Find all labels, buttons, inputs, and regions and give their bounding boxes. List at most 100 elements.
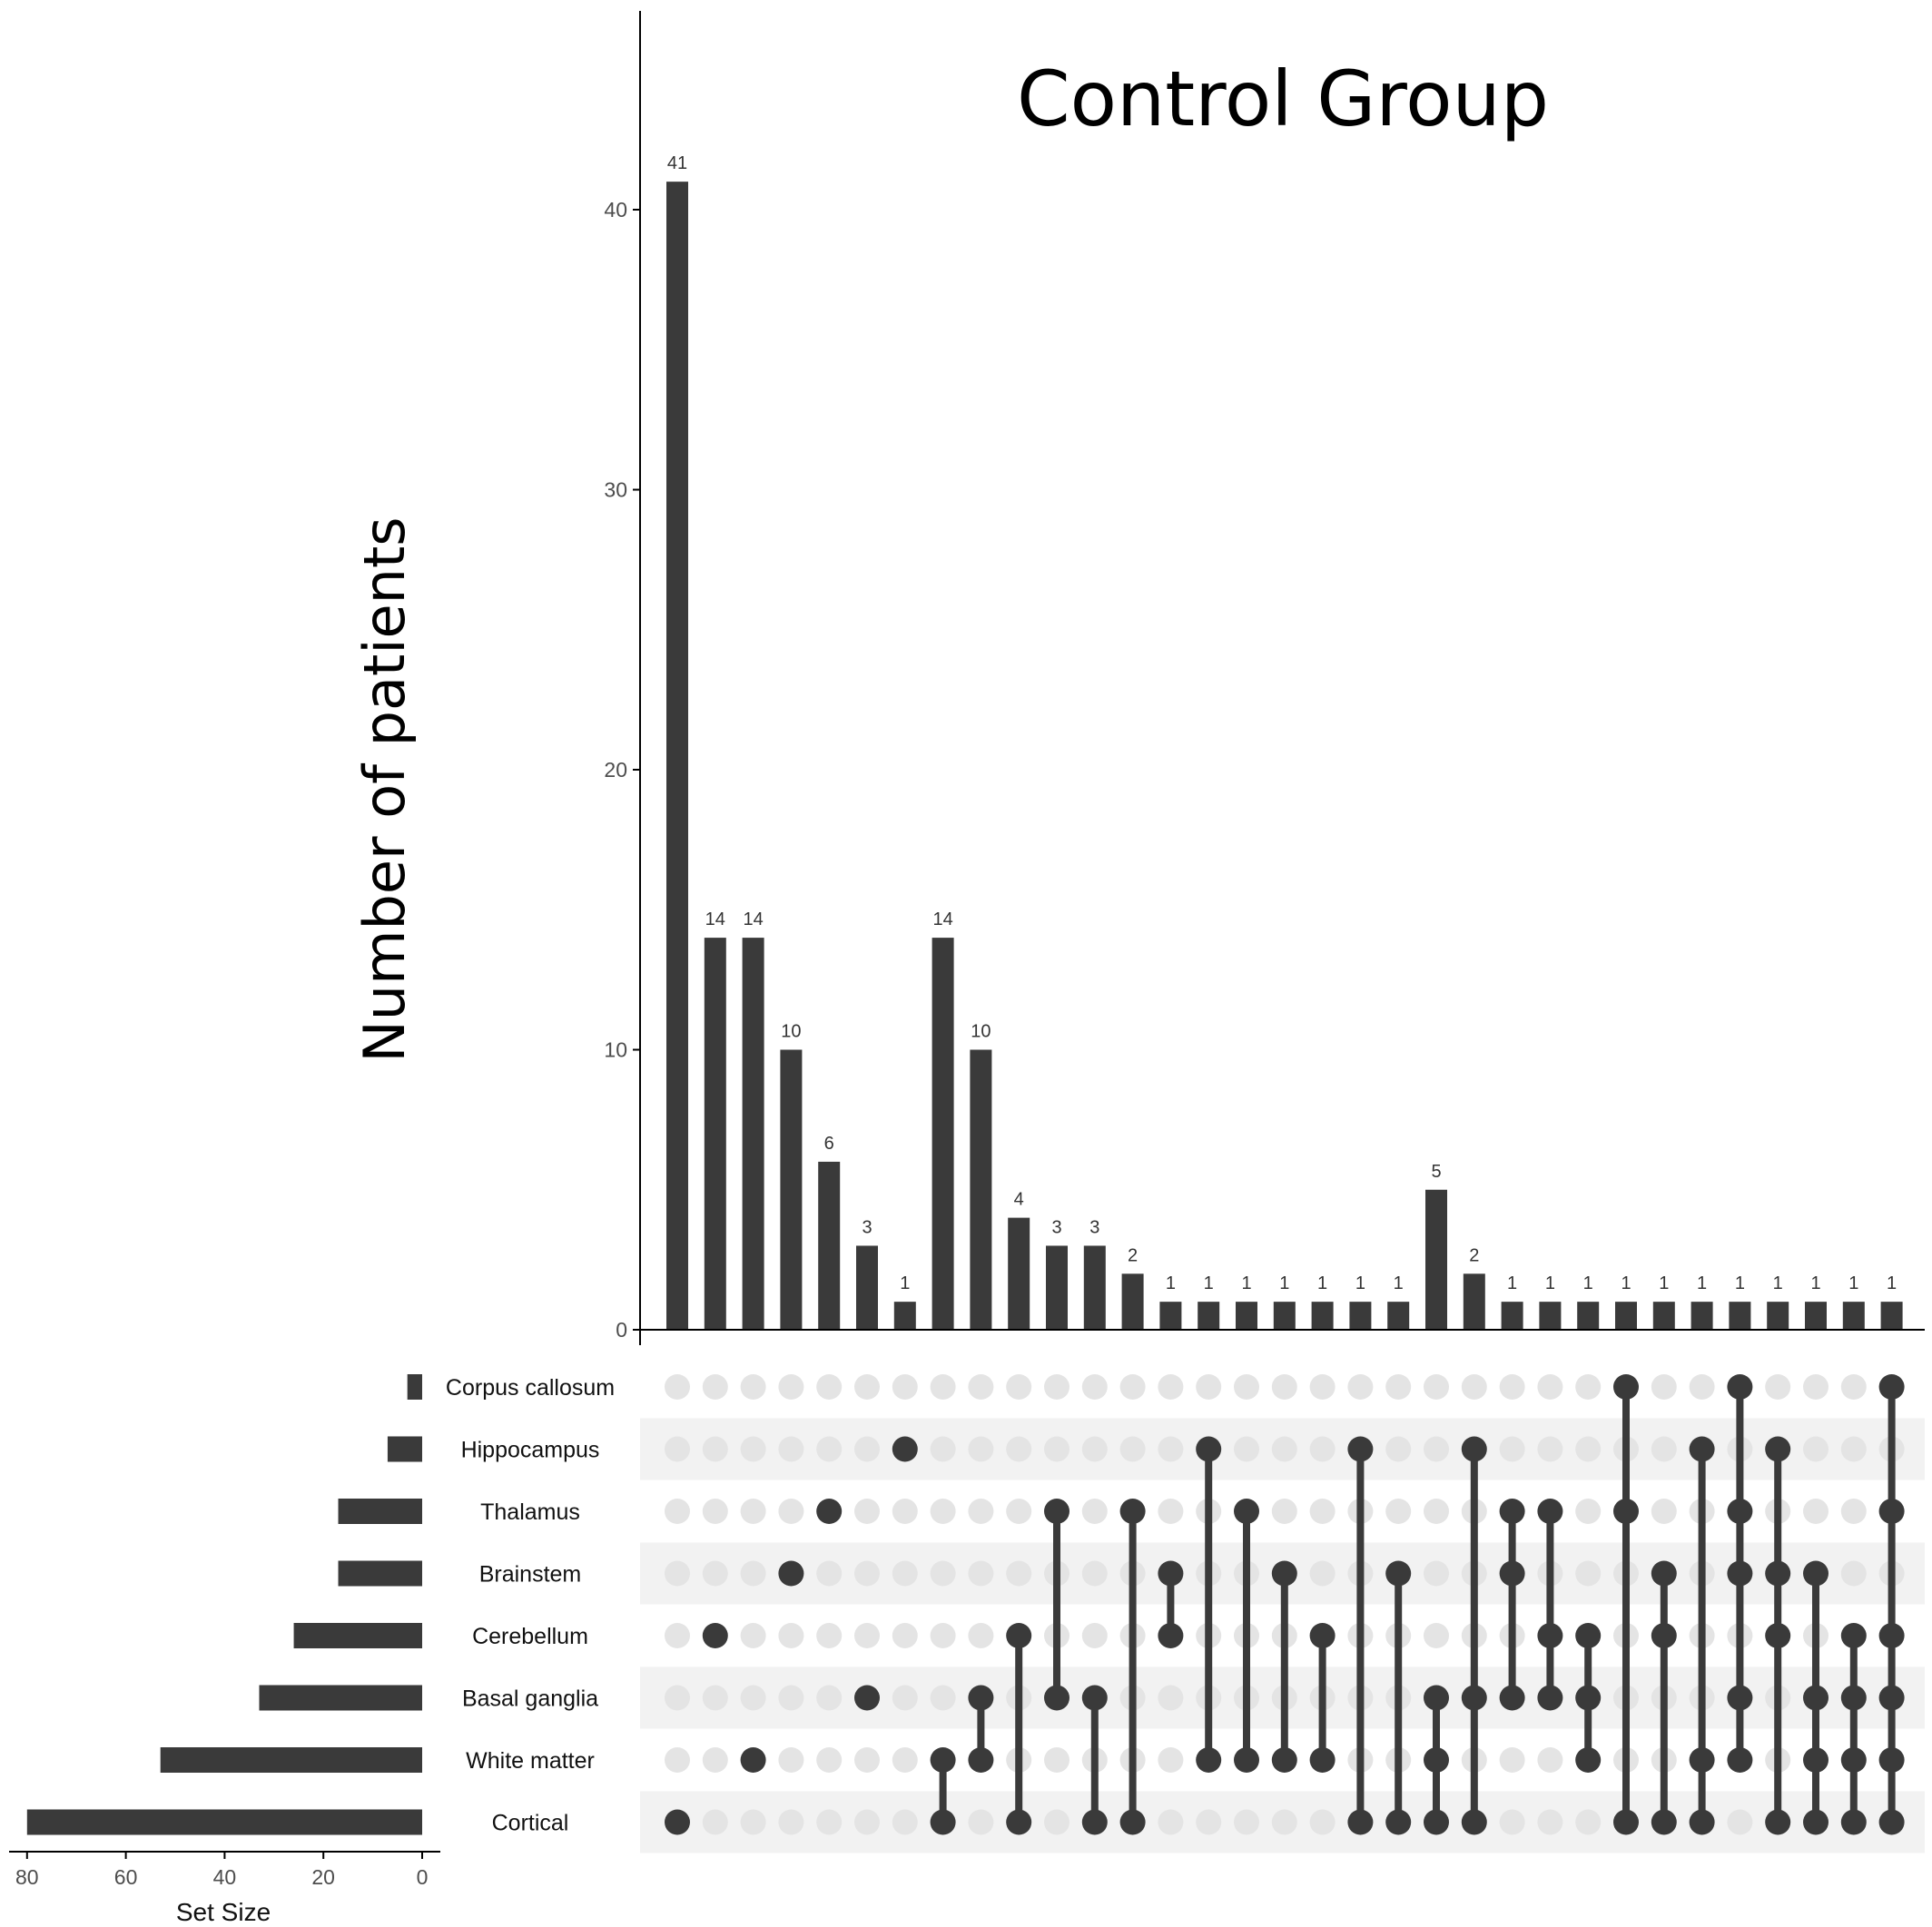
matrix-dot-inactive (1309, 1436, 1336, 1462)
matrix-dot-active (1840, 1809, 1867, 1835)
matrix-dot-inactive (1158, 1436, 1184, 1462)
intersection-bar (1842, 1302, 1865, 1330)
matrix-dot-inactive (930, 1436, 956, 1462)
set-size-bar-cortical (26, 1809, 423, 1835)
matrix-dot-active (1878, 1499, 1905, 1524)
intersection-count-label: 10 (781, 1022, 801, 1042)
matrix-dot-active (778, 1560, 804, 1587)
intersection-bar (1805, 1302, 1827, 1330)
intersection-count-label: 3 (862, 1217, 872, 1237)
y-tick-label: 40 (604, 198, 627, 221)
matrix-dot-inactive (1424, 1436, 1449, 1462)
matrix-dot-inactive (968, 1623, 994, 1648)
matrix-dot-inactive (702, 1374, 728, 1400)
matrix-dot-inactive (1575, 1436, 1602, 1462)
matrix-dot-inactive (1575, 1499, 1602, 1524)
matrix-dot-inactive (892, 1809, 918, 1835)
matrix-dot-active (1119, 1809, 1146, 1835)
intersection-count-label: 3 (1051, 1217, 1061, 1237)
intersection-count-label: 41 (667, 153, 687, 173)
matrix-dot-inactive (1385, 1499, 1412, 1524)
matrix-dot-active (1878, 1747, 1905, 1773)
matrix-dot-inactive (1347, 1374, 1374, 1400)
intersection-bar (1767, 1302, 1789, 1330)
matrix-dot-inactive (740, 1560, 766, 1587)
matrix-dot-inactive (1234, 1809, 1259, 1835)
matrix-dot-inactive (1309, 1809, 1336, 1835)
matrix-dot-inactive (1234, 1436, 1259, 1462)
matrix-dot-active (1840, 1685, 1867, 1711)
matrix-dot-inactive (1081, 1560, 1108, 1587)
set-name-hippocampus: Hippocampus (461, 1438, 600, 1463)
matrix-dot-inactive (665, 1560, 690, 1587)
set-size-bar-brainstem (338, 1560, 422, 1587)
matrix-dot-inactive (702, 1436, 728, 1462)
matrix-dot-inactive (1006, 1436, 1032, 1462)
matrix-dot-active (1158, 1623, 1184, 1648)
intersection-count-label: 14 (705, 909, 725, 929)
matrix-dot-inactive (1651, 1436, 1677, 1462)
matrix-dot-inactive (1499, 1747, 1525, 1773)
matrix-dot-inactive (1461, 1374, 1487, 1400)
intersection-count-label: 1 (1507, 1273, 1517, 1293)
matrix-dot-active (1689, 1436, 1715, 1462)
intersection-bar (932, 938, 954, 1330)
matrix-dot-active (1081, 1809, 1108, 1835)
matrix-dot-inactive (1803, 1374, 1828, 1400)
matrix-dot-inactive (1424, 1374, 1449, 1400)
matrix-dot-active (1727, 1685, 1753, 1711)
intersection-bar (1880, 1302, 1903, 1330)
matrix-dot-active (1461, 1809, 1487, 1835)
matrix-dot-inactive (1196, 1374, 1222, 1400)
intersection-count-label: 1 (1621, 1273, 1631, 1293)
intersection-bar (1273, 1302, 1296, 1330)
matrix-dot-active (1727, 1374, 1753, 1400)
intersection-count-label: 1 (1887, 1273, 1897, 1293)
intersection-count-label: 1 (1355, 1273, 1365, 1293)
set-name-labels: Corpus callosum Hippocampus Thalamus Brains… (446, 1375, 615, 1836)
matrix-dot-inactive (968, 1560, 994, 1587)
matrix-dot-inactive (968, 1374, 994, 1400)
matrix-dot-inactive (1044, 1809, 1070, 1835)
intersection-bar (704, 938, 726, 1330)
matrix-dot-inactive (854, 1623, 880, 1648)
matrix-dot-active (1765, 1560, 1791, 1587)
matrix-dot-inactive (778, 1499, 804, 1524)
y-axis: 0 10 20 30 40 (604, 11, 1925, 1345)
matrix-dot-active (1424, 1747, 1449, 1773)
matrix-dot-inactive (665, 1436, 690, 1462)
intersection-count-label: 1 (1810, 1273, 1820, 1293)
matrix-dot-inactive (816, 1436, 843, 1462)
matrix-dot-inactive (778, 1747, 804, 1773)
matrix-dot-inactive (816, 1560, 843, 1587)
matrix-dot-active (1006, 1809, 1032, 1835)
matrix-dot-active (1309, 1623, 1336, 1648)
matrix-dot-inactive (854, 1436, 880, 1462)
matrix-dot-inactive (1840, 1436, 1867, 1462)
matrix-dot-inactive (740, 1685, 766, 1711)
set-size-bars (26, 1374, 423, 1835)
set-name-corpus-callosum: Corpus callosum (446, 1375, 615, 1401)
matrix-dot-inactive (1651, 1374, 1677, 1400)
matrix-dot-active (1803, 1685, 1828, 1711)
matrix-dot-inactive (1234, 1374, 1259, 1400)
intersection-bar (742, 938, 764, 1330)
intersection-count-label: 2 (1128, 1245, 1138, 1265)
intersection-count-label: 1 (1317, 1273, 1327, 1293)
intersection-count-label: 1 (1241, 1273, 1251, 1293)
set-name-cerebellum: Cerebellum (472, 1624, 588, 1649)
matrix-dot-active (1196, 1436, 1222, 1462)
matrix-dot-active (892, 1436, 918, 1462)
matrix-dot-inactive (930, 1685, 956, 1711)
matrix-dot-active (968, 1747, 994, 1773)
matrix-dot-inactive (930, 1560, 956, 1587)
matrix-dot-active (1385, 1560, 1412, 1587)
set-size-bar-basal-ganglia (259, 1685, 422, 1711)
matrix-dot-active (1575, 1623, 1602, 1648)
matrix-dot-active (1271, 1747, 1297, 1773)
matrix-dot-active (1461, 1685, 1487, 1711)
matrix-dot-inactive (1081, 1374, 1108, 1400)
intersection-bars (666, 182, 1903, 1330)
matrix-dot-inactive (702, 1747, 728, 1773)
matrix-dot-inactive (854, 1747, 880, 1773)
